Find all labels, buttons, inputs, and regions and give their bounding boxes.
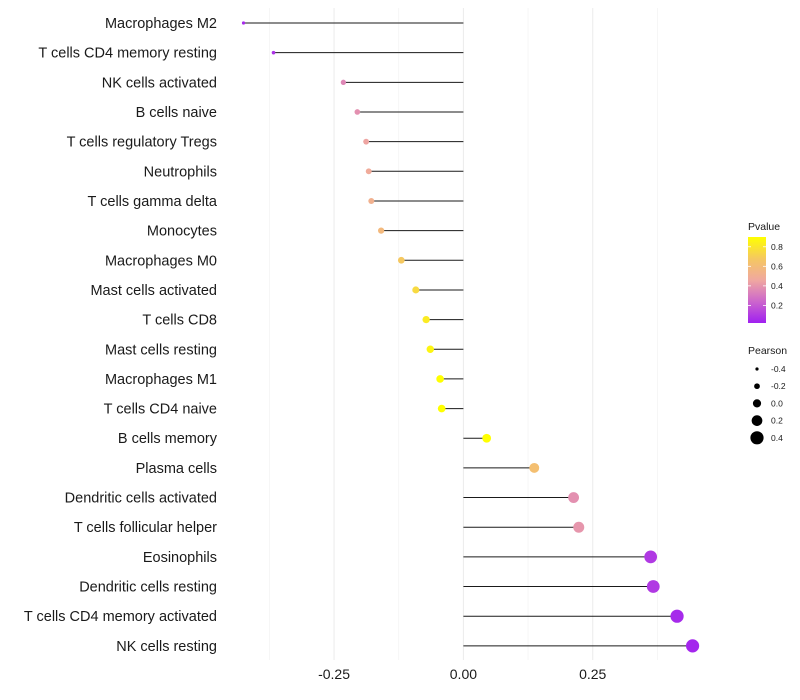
point-dendritic-cells-activated: [568, 492, 580, 503]
point-b-cells-naive: [354, 109, 361, 115]
label-macrophages-m0: Macrophages M0: [105, 253, 217, 269]
point-t-cells-cd8: [422, 315, 430, 324]
point-t-cells-follicular-helper: [573, 521, 585, 533]
label-eosinophils: Eosinophils: [143, 550, 217, 566]
pvalue-tick-3: 0.8: [771, 242, 783, 252]
point-mast-cells-activated: [412, 286, 420, 294]
label-monocytes: Monocytes: [147, 224, 217, 240]
point-monocytes: [378, 227, 385, 234]
point-nk-cells-resting: [685, 639, 700, 653]
lollipop-points: [241, 21, 700, 653]
point-t-cells-cd4-naive: [437, 404, 446, 413]
point-mast-cells-resting: [426, 345, 434, 353]
pearson-label-2: 0.0: [771, 398, 783, 408]
point-neutrophils: [365, 168, 372, 175]
point-dendritic-cells-resting: [646, 580, 660, 593]
point-macrophages-m0: [397, 256, 405, 264]
pvalue-legend: Pvalue 0.2 0.4 0.6 0.8: [748, 221, 783, 323]
pearson-key-3: [751, 415, 763, 426]
point-macrophages-m2: [241, 21, 246, 25]
label-t-cells-follicular-helper: T cells follicular helper: [74, 520, 217, 536]
pvalue-tick-0: 0.2: [771, 300, 783, 310]
pvalue-legend-ticks: 0.2 0.4 0.6 0.8: [748, 242, 783, 310]
label-plasma-cells: Plasma cells: [136, 461, 217, 477]
point-eosinophils: [644, 550, 658, 564]
category-labels: Macrophages M2 T cells CD4 memory resting…: [24, 16, 218, 655]
pearson-label-4: 0.4: [771, 433, 783, 443]
x-axis-ticks: -0.25 0.00 0.25: [318, 666, 606, 682]
pvalue-tick-2: 0.6: [771, 261, 783, 271]
pvalue-tick-1: 0.4: [771, 281, 783, 291]
pearson-legend: Pearson -0.4 -0.2 0.0 0.2 0.4: [748, 345, 787, 445]
label-dendritic-cells-activated: Dendritic cells activated: [65, 491, 217, 507]
point-nk-cells-activated: [340, 79, 347, 85]
x-tick-2: 0.25: [579, 666, 606, 682]
label-t-cells-cd4-memory-activated: T cells CD4 memory activated: [24, 609, 217, 625]
pvalue-legend-title: Pvalue: [748, 221, 780, 233]
pearson-key-4: [750, 431, 764, 445]
point-t-cells-cd4-memory-resting: [271, 50, 276, 55]
label-mast-cells-activated: Mast cells activated: [90, 283, 217, 299]
point-plasma-cells: [529, 462, 540, 473]
point-t-cells-cd4-memory-activated: [670, 609, 684, 623]
point-t-cells-regulatory-tregs: [363, 138, 370, 145]
point-macrophages-m1: [436, 375, 444, 383]
pearson-label-0: -0.4: [771, 364, 786, 374]
label-b-cells-naive: B cells naive: [136, 105, 217, 121]
pearson-key-2: [752, 399, 762, 408]
label-nk-cells-activated: NK cells activated: [102, 75, 217, 91]
pvalue-colorbar: [748, 237, 766, 323]
label-t-cells-cd8: T cells CD8: [142, 313, 217, 329]
label-t-cells-regulatory-tregs: T cells regulatory Tregs: [67, 135, 217, 151]
label-macrophages-m1: Macrophages M1: [105, 372, 217, 388]
lollipop-stems: [243, 22, 693, 647]
pearson-label-3: 0.2: [771, 416, 783, 426]
pearson-legend-title: Pearson: [748, 345, 787, 357]
grid-layer: [268, 8, 658, 660]
label-t-cells-cd4-memory-resting: T cells CD4 memory resting: [38, 46, 217, 62]
label-nk-cells-resting: NK cells resting: [116, 639, 217, 655]
x-tick-1: 0.00: [450, 666, 477, 682]
pearson-legend-items: -0.4 -0.2 0.0 0.2 0.4: [750, 364, 786, 445]
label-macrophages-m2: Macrophages M2: [105, 16, 217, 32]
point-t-cells-gamma-delta: [368, 197, 375, 204]
pearson-label-1: -0.2: [771, 381, 786, 391]
label-t-cells-gamma-delta: T cells gamma delta: [88, 194, 218, 210]
x-tick-0: -0.25: [318, 666, 350, 682]
pearson-key-1: [754, 383, 760, 390]
label-t-cells-cd4-naive: T cells CD4 naive: [104, 402, 217, 418]
label-mast-cells-resting: Mast cells resting: [105, 342, 217, 358]
label-neutrophils: Neutrophils: [144, 164, 217, 180]
point-b-cells-memory: [482, 433, 492, 443]
label-dendritic-cells-resting: Dendritic cells resting: [79, 580, 217, 596]
label-b-cells-memory: B cells memory: [118, 431, 218, 447]
pearson-key-0: [755, 367, 759, 371]
